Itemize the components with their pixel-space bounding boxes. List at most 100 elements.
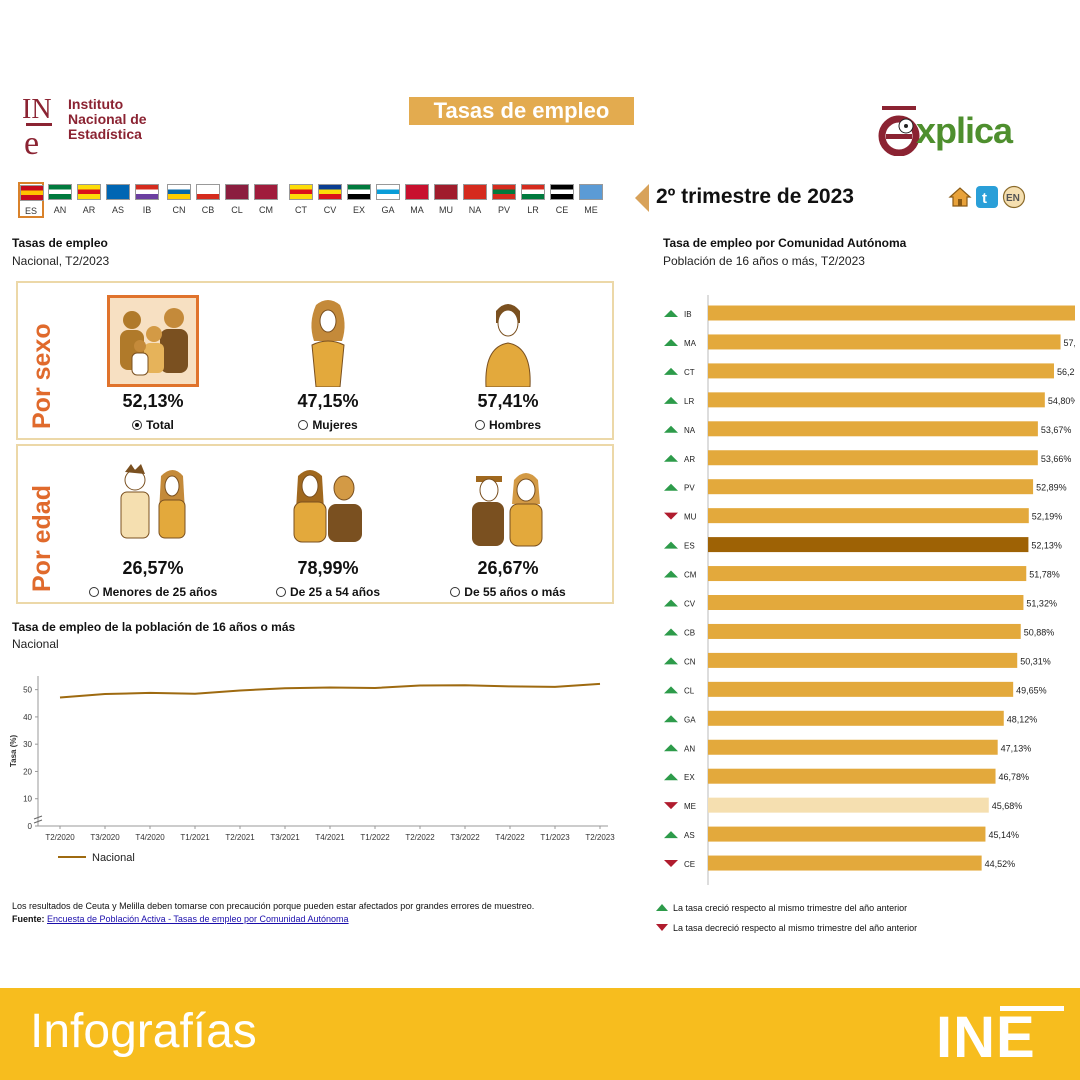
bar-lr[interactable] bbox=[708, 392, 1045, 408]
previous-quarter-arrow-icon[interactable] bbox=[635, 184, 649, 212]
flag-ct[interactable]: CT bbox=[288, 182, 314, 218]
flag-as[interactable]: AS bbox=[105, 182, 131, 218]
bar-ct[interactable] bbox=[708, 363, 1054, 379]
sex-men-card[interactable]: 57,41% Hombres bbox=[423, 295, 593, 432]
series-point[interactable] bbox=[283, 686, 287, 690]
series-point[interactable] bbox=[58, 696, 62, 700]
adult-people-icon[interactable] bbox=[282, 462, 374, 554]
series-point[interactable] bbox=[508, 684, 512, 688]
flag-ma[interactable]: MA bbox=[404, 182, 430, 218]
flag-cb[interactable]: CB bbox=[195, 182, 221, 218]
flag-lr[interactable]: LR bbox=[520, 182, 546, 218]
bar-ga[interactable] bbox=[708, 710, 1004, 726]
flag-ex[interactable]: EX bbox=[346, 182, 372, 218]
radio-icon[interactable] bbox=[450, 587, 461, 597]
twitter-icon[interactable]: t bbox=[975, 185, 999, 209]
young-people-icon[interactable] bbox=[107, 462, 199, 554]
flag-code: MU bbox=[439, 205, 453, 215]
series-point[interactable] bbox=[553, 685, 557, 689]
flag-code: AN bbox=[53, 205, 67, 215]
age-senior-card[interactable]: 26,67% De 55 años o más bbox=[423, 462, 593, 599]
radio-icon[interactable] bbox=[474, 420, 485, 430]
x-tick-label: T3/2020 bbox=[90, 833, 120, 842]
age-adult-radio[interactable]: De 25 a 54 años bbox=[243, 585, 413, 599]
banner-logo-bar bbox=[1000, 1006, 1064, 1011]
ine-logo[interactable]: IN e Instituto Nacional de Estadística bbox=[22, 92, 172, 158]
flag-cm[interactable]: CM bbox=[253, 182, 279, 218]
sex-women-card[interactable]: 47,15% Mujeres bbox=[243, 295, 413, 432]
home-icon[interactable] bbox=[948, 185, 972, 209]
bar-cm[interactable] bbox=[708, 566, 1027, 582]
bar-pv[interactable] bbox=[708, 479, 1034, 495]
bar-es[interactable] bbox=[708, 537, 1029, 553]
sex-total-card[interactable]: 52,13% Total bbox=[68, 295, 238, 432]
bar-value-label: 50,31% bbox=[1020, 656, 1051, 666]
flag-me[interactable]: ME bbox=[578, 182, 604, 218]
bar-as[interactable] bbox=[708, 826, 986, 842]
bar-cn[interactable] bbox=[708, 652, 1018, 668]
flag-cn-icon bbox=[167, 184, 191, 200]
bar-me[interactable] bbox=[708, 797, 989, 813]
bar-cl[interactable] bbox=[708, 681, 1014, 697]
man-icon[interactable] bbox=[462, 295, 554, 388]
flag-cn[interactable]: CN bbox=[166, 182, 192, 218]
flag-cl[interactable]: CL bbox=[224, 182, 250, 218]
series-point[interactable] bbox=[103, 692, 107, 696]
age-panel: Por edad 26,57% Menores de 25 años bbox=[16, 444, 614, 604]
bar-na[interactable] bbox=[708, 421, 1038, 437]
series-point[interactable] bbox=[148, 691, 152, 695]
legend-up-text: La tasa creció respecto al mismo trimest… bbox=[673, 903, 908, 913]
bar-value-label: 45,68% bbox=[992, 801, 1023, 811]
source-line: Fuente: Encuesta de Población Activa - T… bbox=[12, 913, 622, 926]
flag-na[interactable]: NA bbox=[462, 182, 488, 218]
region-flags: ES AN AR AS IB CN CB CL CM CT CV EX GA MA MU NA PV LR CE ME bbox=[18, 182, 618, 222]
age-senior-radio[interactable]: De 55 años o más bbox=[423, 585, 593, 599]
radio-icon[interactable] bbox=[88, 587, 99, 597]
flag-ce[interactable]: CE bbox=[549, 182, 575, 218]
bar-mu[interactable] bbox=[708, 508, 1029, 524]
bar-ce[interactable] bbox=[708, 855, 982, 871]
flag-es[interactable]: ES bbox=[18, 182, 44, 218]
series-point[interactable] bbox=[193, 692, 197, 696]
trend-up-icon bbox=[664, 454, 678, 462]
woman-icon[interactable] bbox=[282, 295, 374, 388]
senior-people-icon[interactable] bbox=[462, 462, 554, 554]
series-point[interactable] bbox=[418, 684, 422, 688]
sex-total-radio[interactable]: Total bbox=[68, 418, 238, 432]
age-young-card[interactable]: 26,57% Menores de 25 años bbox=[68, 462, 238, 599]
series-point[interactable] bbox=[238, 688, 242, 692]
ine-name: Instituto Nacional de Estadística bbox=[68, 97, 178, 142]
series-point[interactable] bbox=[598, 682, 602, 686]
sex-men-radio[interactable]: Hombres bbox=[423, 418, 593, 432]
flag-ib[interactable]: IB bbox=[134, 182, 160, 218]
source-link[interactable]: Encuesta de Población Activa - Tasas de … bbox=[47, 914, 349, 924]
age-young-radio[interactable]: Menores de 25 años bbox=[68, 585, 238, 599]
flag-ga[interactable]: GA bbox=[375, 182, 401, 218]
family-icon[interactable] bbox=[107, 295, 199, 387]
flag-pv[interactable]: PV bbox=[491, 182, 517, 218]
radio-icon[interactable] bbox=[275, 587, 286, 597]
series-point[interactable] bbox=[328, 685, 332, 689]
bar-an[interactable] bbox=[708, 739, 998, 755]
flag-cv[interactable]: CV bbox=[317, 182, 343, 218]
english-language-icon[interactable]: EN bbox=[1002, 185, 1026, 209]
bar-ib[interactable] bbox=[708, 305, 1075, 321]
ine-name-line2: Nacional de bbox=[68, 111, 147, 127]
bar-ex[interactable] bbox=[708, 768, 996, 784]
radio-selected-icon[interactable] bbox=[132, 420, 143, 430]
region-label: CB bbox=[684, 628, 695, 637]
bar-ar[interactable] bbox=[708, 450, 1038, 466]
bar-cv[interactable] bbox=[708, 595, 1024, 610]
age-panel-label: Por edad bbox=[28, 485, 56, 592]
flag-an[interactable]: AN bbox=[47, 182, 73, 218]
series-point[interactable] bbox=[463, 683, 467, 687]
bar-cb[interactable] bbox=[708, 623, 1021, 639]
explica-logo[interactable]: xplica bbox=[876, 100, 1046, 158]
bar-ma[interactable] bbox=[708, 334, 1061, 350]
series-point[interactable] bbox=[373, 686, 377, 690]
flag-mu[interactable]: MU bbox=[433, 182, 459, 218]
flag-ar[interactable]: AR bbox=[76, 182, 102, 218]
radio-icon[interactable] bbox=[298, 420, 309, 430]
age-adult-card[interactable]: 78,99% De 25 a 54 años bbox=[243, 462, 413, 599]
sex-women-radio[interactable]: Mujeres bbox=[243, 418, 413, 432]
